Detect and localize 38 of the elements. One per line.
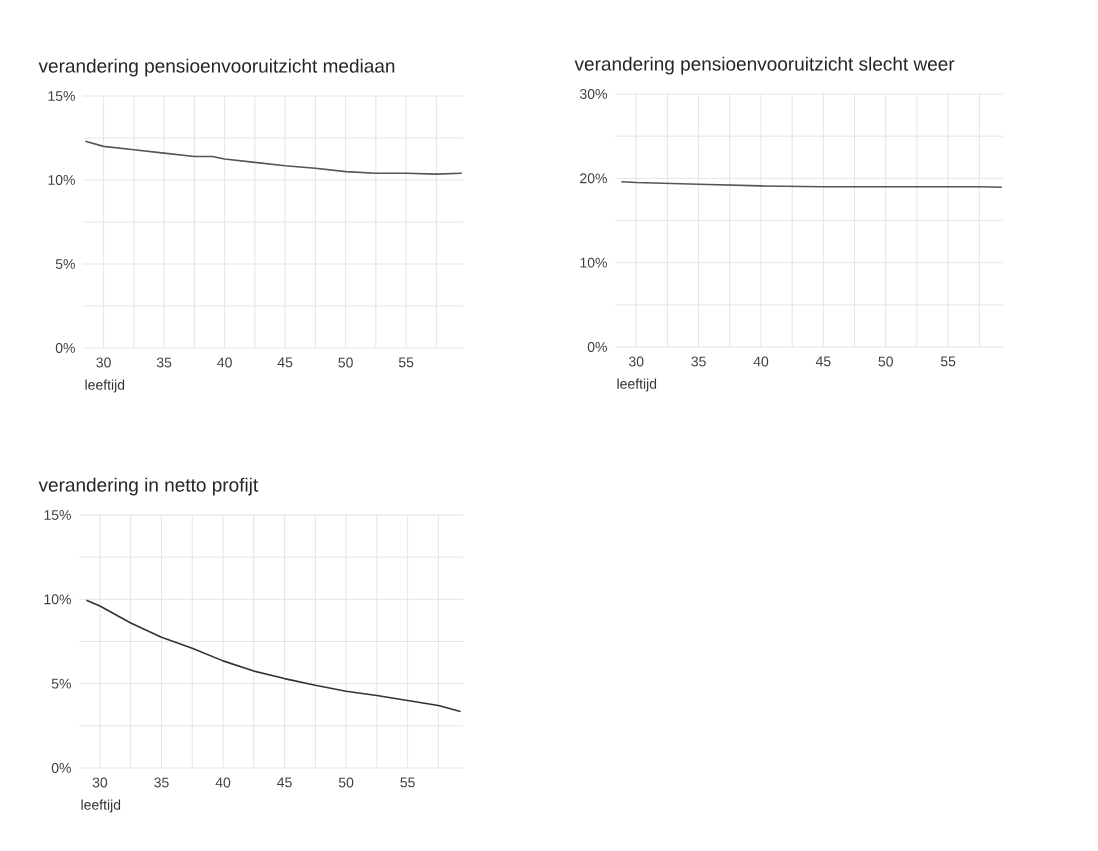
x-tick-label: 35 <box>691 356 706 367</box>
y-tick-label: 0% <box>55 343 75 353</box>
x-tick-label: 50 <box>338 357 353 368</box>
y-tick-label: 15% <box>48 91 75 101</box>
y-tick-label: 10% <box>48 175 75 185</box>
y-tick-label: 5% <box>55 259 75 269</box>
x-axis-title: leeftijd <box>617 378 657 392</box>
y-tick-label: 5% <box>51 678 71 689</box>
x-tick-label: 45 <box>277 777 292 788</box>
y-tick-label: 10% <box>580 257 607 268</box>
x-tick-label: 50 <box>338 777 354 788</box>
line-series <box>85 599 462 713</box>
x-tick-label: 30 <box>628 356 644 367</box>
x-tick-label: 35 <box>156 357 172 368</box>
x-tick-label: 35 <box>154 777 169 788</box>
y-tick-label: 10% <box>44 594 71 605</box>
x-tick-label: 55 <box>400 777 415 788</box>
line-series <box>84 140 463 175</box>
y-tick-label: 30% <box>579 89 607 99</box>
x-tick-label: 55 <box>940 356 956 367</box>
y-tick-label: 15% <box>44 510 71 520</box>
x-axis-title: leeftijd <box>81 799 121 813</box>
y-tick-label: 20% <box>580 173 607 184</box>
x-tick-label: 40 <box>215 777 231 788</box>
x-tick-label: 50 <box>878 356 893 367</box>
x-axis-title: leeftijd <box>85 379 125 393</box>
x-tick-label: 30 <box>92 777 108 788</box>
x-tick-label: 45 <box>815 356 831 367</box>
chart-title: verandering pensioenvooruitzicht mediaan <box>38 58 395 77</box>
x-tick-label: 30 <box>96 357 111 368</box>
y-tick-label: 0% <box>51 763 71 773</box>
x-tick-label: 45 <box>277 357 293 368</box>
x-tick-label: 55 <box>398 357 414 368</box>
y-tick-label: 0% <box>587 342 607 352</box>
x-tick-label: 40 <box>753 356 769 367</box>
x-tick-label: 40 <box>217 357 232 368</box>
chart-title: verandering in netto profijt <box>38 477 259 496</box>
chart-title: verandering pensioenvooruitzicht slecht weer <box>574 56 955 75</box>
